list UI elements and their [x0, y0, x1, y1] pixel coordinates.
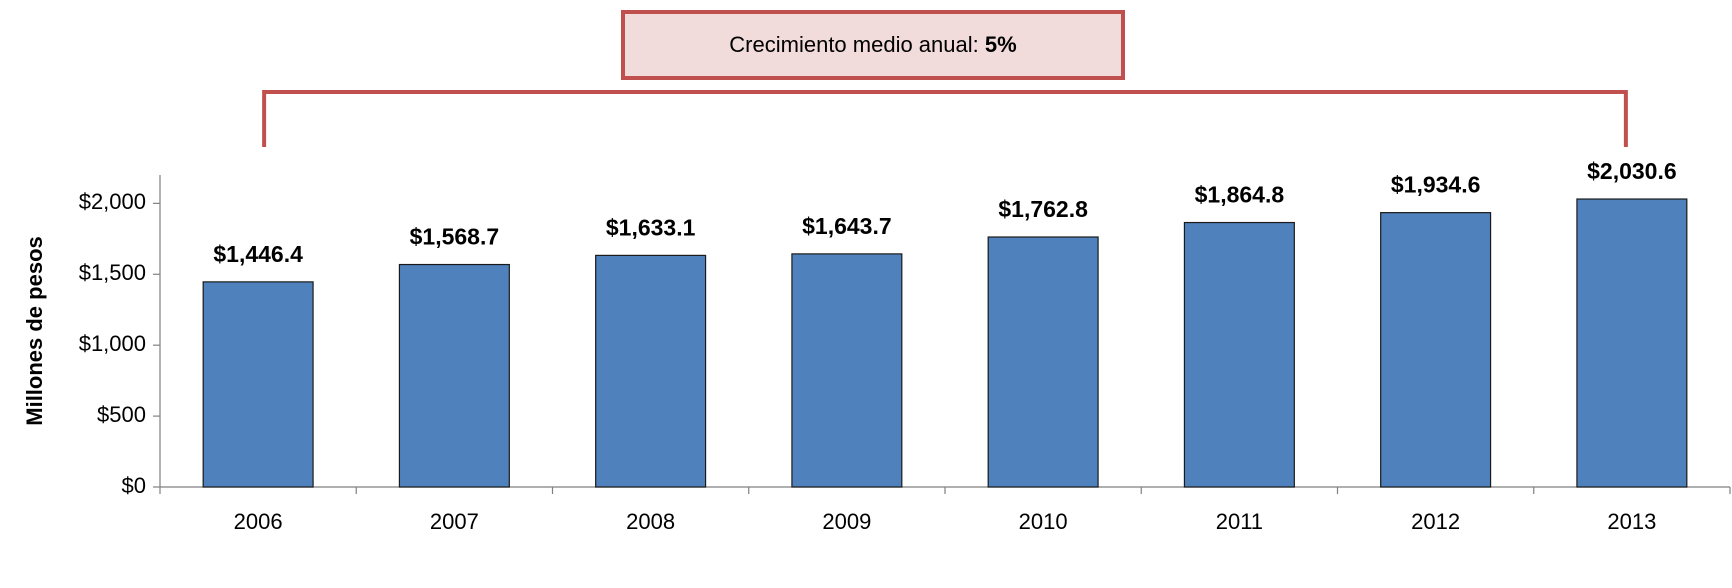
bar [1381, 213, 1491, 487]
bracket [264, 92, 1626, 147]
bar [1184, 223, 1294, 487]
x-tick-label: 2006 [234, 509, 283, 534]
y-axis-label: Millones de pesos [22, 236, 47, 426]
bar [988, 237, 1098, 487]
page: Crecimiento medio anual: 5% Millones de … [0, 0, 1732, 588]
x-tick-label: 2008 [626, 509, 675, 534]
x-tick-label: 2007 [430, 509, 479, 534]
x-tick-label: 2012 [1411, 509, 1460, 534]
bar [1577, 199, 1687, 487]
bar [399, 265, 509, 487]
y-tick-label: $1,500 [79, 260, 146, 285]
value-label: $1,643.7 [802, 213, 892, 239]
bar [203, 282, 313, 487]
x-tick-label: 2009 [822, 509, 871, 534]
y-tick-label: $0 [122, 473, 146, 498]
value-label: $1,568.7 [410, 224, 500, 250]
value-label: $1,934.6 [1391, 172, 1481, 198]
y-tick-label: $500 [97, 402, 146, 427]
annotation-text: Crecimiento medio anual: [729, 32, 978, 57]
y-tick-label: $2,000 [79, 189, 146, 214]
chart: Crecimiento medio anual: 5% Millones de … [0, 0, 1732, 588]
value-label: $1,446.4 [213, 241, 303, 267]
x-tick-label: 2013 [1607, 509, 1656, 534]
annotation-value: 5% [985, 32, 1017, 57]
x-tick-label: 2011 [1216, 509, 1263, 534]
y-tick-label: $1,000 [79, 331, 146, 356]
x-tick-label: 2010 [1019, 509, 1068, 534]
annotation: Crecimiento medio anual: 5% [729, 32, 1016, 57]
bar [596, 255, 706, 487]
value-label: $1,633.1 [606, 214, 696, 240]
value-label: $1,864.8 [1195, 182, 1285, 208]
bar [792, 254, 902, 487]
value-label: $2,030.6 [1587, 158, 1677, 184]
value-label: $1,762.8 [998, 196, 1088, 222]
